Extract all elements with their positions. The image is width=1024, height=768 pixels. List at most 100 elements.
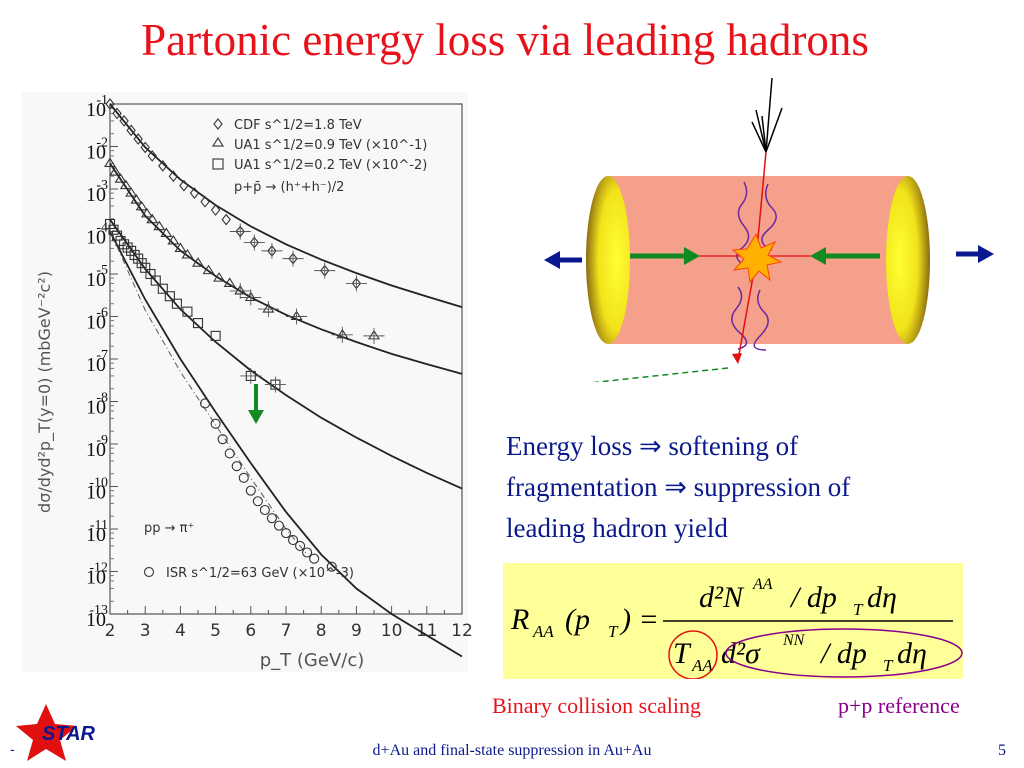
y-tick-label-exponent: -1 bbox=[96, 93, 108, 108]
formula-den-t-sub: AA bbox=[691, 656, 713, 675]
x-tick-label: 10 bbox=[381, 621, 403, 641]
formula-lhs-sub: AA bbox=[532, 622, 554, 641]
formula-lhs-arg-sub: T bbox=[608, 622, 619, 641]
data-point bbox=[217, 434, 228, 445]
dashed-link bbox=[591, 367, 729, 382]
x-axis-label: p_T (GeV/c) bbox=[260, 650, 364, 671]
y-tick-label-base: 10 bbox=[86, 184, 106, 206]
data-point bbox=[109, 166, 122, 176]
blue-arrow-left-head bbox=[544, 251, 560, 269]
x-tick-label: 9 bbox=[351, 621, 362, 641]
data-point bbox=[224, 448, 235, 459]
data-point bbox=[119, 115, 129, 127]
data-point bbox=[140, 207, 153, 218]
y-tick-label-base: 10 bbox=[86, 567, 106, 589]
y-tick-label-base: 10 bbox=[86, 269, 106, 291]
data-point bbox=[287, 534, 299, 546]
legend-entry-ua1-02: UA1 s^1/2=0.2 TeV (×10^-2) bbox=[234, 158, 427, 173]
legend-entry-cdf: CDF s^1/2=1.8 TeV bbox=[234, 118, 362, 133]
jet-arrowhead-down bbox=[732, 353, 742, 364]
data-point bbox=[114, 173, 127, 183]
formula-den-sub: T bbox=[883, 656, 894, 675]
x-tick-label: 7 bbox=[281, 621, 292, 641]
y-tick-label-exponent: -5 bbox=[96, 263, 108, 278]
data-point bbox=[145, 268, 156, 280]
x-tick-label: 11 bbox=[416, 621, 438, 641]
formula-num-sub: T bbox=[853, 600, 864, 619]
data-point bbox=[111, 230, 123, 241]
y-tick-label-exponent: -10 bbox=[89, 476, 108, 491]
data-point bbox=[171, 298, 182, 309]
y-tick-label-exponent: -13 bbox=[89, 603, 108, 618]
data-point bbox=[179, 179, 189, 192]
star-logo: STAR - bbox=[10, 704, 96, 761]
data-point bbox=[295, 540, 306, 551]
data-point bbox=[126, 124, 136, 137]
data-point bbox=[140, 141, 150, 154]
data-point bbox=[302, 547, 313, 558]
y-tick-label-base: 10 bbox=[86, 439, 106, 461]
bullet-line-1: Energy loss ⇒ softening of bbox=[506, 431, 799, 461]
data-point bbox=[157, 283, 168, 294]
legend-entry-isr: ISR s^1/2=63 GeV (×10^-3) bbox=[166, 566, 354, 581]
fit-curve bbox=[109, 103, 463, 308]
y-tick-label-exponent: -3 bbox=[96, 178, 108, 193]
data-point bbox=[104, 157, 116, 167]
data-point bbox=[135, 200, 148, 211]
pp-reference-label: p+p reference bbox=[838, 693, 960, 718]
data-point bbox=[112, 107, 122, 120]
y-tick-label-exponent: -12 bbox=[89, 561, 108, 576]
y-tick-label-base: 10 bbox=[86, 312, 106, 334]
data-point bbox=[164, 291, 175, 302]
data-point bbox=[252, 496, 263, 507]
formula-num-tail: / dp bbox=[789, 581, 837, 614]
y-tick-label-base: 10 bbox=[86, 609, 106, 631]
data-point bbox=[202, 264, 215, 275]
x-tick-label: 12 bbox=[451, 621, 472, 641]
data-point bbox=[266, 513, 277, 524]
data-point bbox=[115, 235, 126, 246]
formula-num: d²N bbox=[699, 581, 745, 614]
data-point bbox=[199, 398, 211, 409]
y-tick-label-base: 10 bbox=[86, 354, 106, 376]
data-point bbox=[146, 213, 159, 224]
slide-title: Partonic energy loss via leading hadrons bbox=[141, 15, 869, 65]
formula-num-end: dη bbox=[867, 581, 897, 614]
y-tick-label-exponent: -9 bbox=[96, 433, 108, 448]
data-point bbox=[182, 306, 193, 317]
collision-diagram bbox=[544, 77, 994, 382]
data-point bbox=[210, 330, 221, 341]
legend-pion-process: pp → π⁺ bbox=[144, 521, 194, 536]
y-tick-label-exponent: -8 bbox=[96, 391, 108, 406]
formula-lhs-arg: (p bbox=[565, 603, 590, 636]
blue-arrow-right-head bbox=[978, 245, 994, 263]
x-tick-label: 2 bbox=[105, 621, 116, 641]
y-tick-label-base: 10 bbox=[86, 227, 106, 249]
jet-fragments bbox=[751, 77, 783, 153]
y-tick-label-base: 10 bbox=[86, 99, 106, 121]
pp-reference-ellipse bbox=[725, 628, 963, 678]
data-point bbox=[210, 204, 221, 216]
y-tick-label-base: 10 bbox=[86, 524, 106, 546]
data-point bbox=[140, 262, 151, 273]
cylinder-cap-right bbox=[886, 176, 930, 344]
data-point bbox=[119, 239, 130, 250]
jet-gluon-2 bbox=[761, 183, 777, 251]
raa-formula-box: R AA (p T ) = d²N AA / dp T dη T AA d²σ … bbox=[503, 563, 963, 680]
data-point bbox=[160, 227, 173, 237]
legend-entry-ua1-09: UA1 s^1/2=0.9 TeV (×10^-1) bbox=[234, 138, 427, 153]
raa-formula: R AA (p T ) = d²N AA / dp T dη T AA d²σ … bbox=[510, 576, 963, 680]
data-point bbox=[153, 220, 166, 231]
x-tick-label: 3 bbox=[140, 621, 151, 641]
energy-loss-text: Energy loss ⇒ softening of fragmentation… bbox=[506, 426, 976, 549]
x-tick-label: 8 bbox=[316, 621, 327, 641]
spectra-chart: 2 3 4 5 6 7 8 9 10 11 1210-110-210-310-410-510-610… bbox=[22, 92, 472, 672]
data-point bbox=[259, 504, 270, 516]
fit-curve bbox=[109, 219, 463, 490]
data-point bbox=[210, 418, 221, 429]
star-logo-dash: - bbox=[10, 741, 15, 757]
data-point bbox=[245, 485, 256, 496]
data-point bbox=[125, 187, 138, 197]
formula-lhs-close: ) = bbox=[619, 603, 659, 636]
legend-marker-square bbox=[212, 158, 224, 170]
